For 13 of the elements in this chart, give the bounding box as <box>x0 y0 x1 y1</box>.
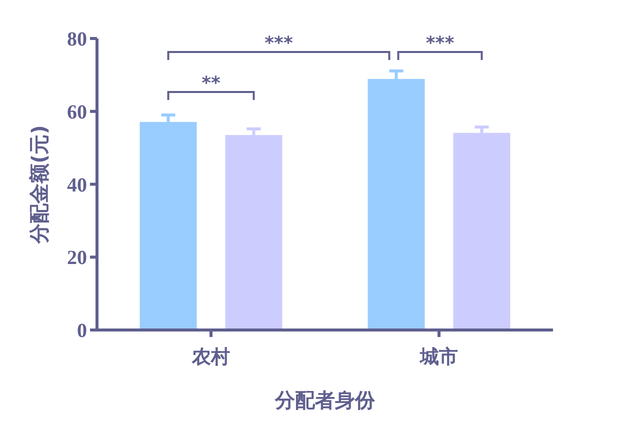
annotation: ** <box>202 73 221 94</box>
x-tick-label: 农村 <box>191 346 230 368</box>
y-tick-label: 60 <box>67 101 87 124</box>
y-tick-label: 0 <box>77 320 87 342</box>
y-tick-label: 80 <box>67 28 87 50</box>
x-tick-label: 城市 <box>419 346 458 368</box>
y-axis-title: 分配金额(元) <box>27 125 51 244</box>
y-tick-label: 40 <box>67 174 87 196</box>
annotation: *** <box>426 33 455 54</box>
bar <box>453 132 510 330</box>
annotation: *** <box>264 33 294 54</box>
x-axis-title: 分配者身份 <box>274 388 376 412</box>
y-tick-label: 20 <box>67 247 87 270</box>
